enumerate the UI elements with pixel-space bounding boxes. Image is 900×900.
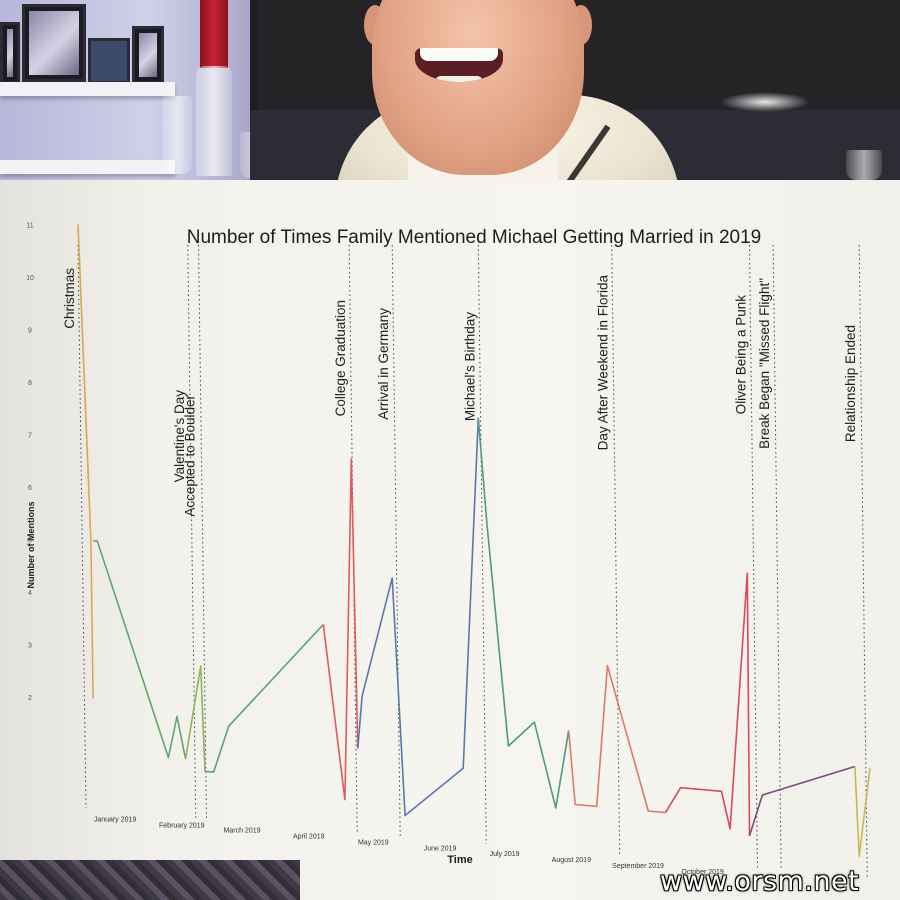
y-tick-label: 7 <box>28 433 32 440</box>
glass-vase <box>162 96 192 174</box>
event-label: Accepted to Boulder <box>183 395 198 517</box>
y-tick-label: 11 <box>26 223 33 230</box>
glass-bowl <box>846 150 882 180</box>
event-label: Valentine's Day <box>172 390 187 483</box>
series-line <box>854 766 871 858</box>
series-line <box>204 623 324 773</box>
event-marker-line <box>611 244 621 856</box>
x-tick-label: October 2019 <box>681 869 724 876</box>
event-marker-line <box>77 244 87 809</box>
y-tick-label: 6 <box>28 485 32 492</box>
event-label: College Graduation <box>333 300 348 416</box>
event-marker-line <box>391 244 401 837</box>
watermark: www.orsm.net <box>660 866 860 897</box>
x-tick-label: August 2019 <box>552 857 591 864</box>
smiling-man <box>0 0 900 205</box>
photo-frame <box>22 4 86 82</box>
x-tick-label: January 2019 <box>94 816 137 823</box>
event-label: Relationship Ended <box>843 325 858 442</box>
event-marker-line <box>187 244 197 818</box>
series-line <box>322 458 359 801</box>
event-marker-line <box>198 244 208 819</box>
y-tick-label: 4 <box>28 590 32 597</box>
x-tick-label: July 2019 <box>490 851 520 858</box>
event-label: Day After Weekend in Florida <box>596 275 611 451</box>
series-line <box>77 224 94 699</box>
y-tick-label: 2 <box>28 695 32 702</box>
series-line <box>357 417 480 817</box>
y-tick-label: 10 <box>26 275 34 282</box>
event-marker-line <box>477 244 487 844</box>
y-axis-label: Number of Mentions <box>26 502 36 589</box>
event-marker-line <box>772 244 782 871</box>
y-tick-label: 3 <box>28 643 32 650</box>
line-chart: Number of Times Family Mentioned Michael… <box>26 223 871 878</box>
smiling-mouth <box>415 48 503 82</box>
x-tick-label: February 2019 <box>159 822 205 829</box>
lamp-glow <box>720 92 810 112</box>
series-line <box>748 765 856 837</box>
teeth <box>420 48 498 61</box>
teeth <box>435 76 483 82</box>
series-line <box>93 540 187 760</box>
event-label: Christmas <box>62 268 77 329</box>
series-line <box>184 665 206 772</box>
x-tick-label: March 2019 <box>224 828 261 835</box>
x-tick-label: April 2019 <box>293 834 325 841</box>
chart-title: Number of Times Family Mentioned Michael… <box>187 227 761 248</box>
y-tick-label: 5 <box>28 538 32 545</box>
x-tick-labels: January 2019 February 2019 March 2019 April… <box>94 816 724 876</box>
event-label: Break Began "Missed Flight" <box>757 278 772 449</box>
glass-candle-holder <box>196 66 232 176</box>
y-tick-labels: 2 3 4 5 6 7 8 9 10 11 <box>26 223 34 703</box>
data-series <box>77 224 871 858</box>
x-tick-label: May 2019 <box>358 839 389 846</box>
event-marker-line <box>858 244 868 878</box>
series-line <box>567 664 666 814</box>
x-axis-label: Time <box>447 854 472 866</box>
event-label: Michael's Birthday <box>462 312 477 421</box>
face <box>372 0 584 175</box>
y-tick-label: 8 <box>28 380 32 387</box>
x-tick-label: September 2019 <box>612 863 664 870</box>
event-marker-line <box>748 244 758 869</box>
series-line <box>664 572 751 836</box>
event-label: Oliver Being a Punk <box>733 295 748 415</box>
rug <box>0 860 300 900</box>
x-tick-label: June 2019 <box>424 845 457 852</box>
wall-shelf <box>0 82 175 96</box>
chart-poster: Number of Times Family Mentioned Michael… <box>0 180 900 900</box>
wall-shelf <box>0 160 175 174</box>
event-label: Arrival in Germany <box>376 308 391 420</box>
y-tick-label: 9 <box>28 328 32 335</box>
red-candle <box>200 0 228 68</box>
series-line <box>477 417 570 809</box>
